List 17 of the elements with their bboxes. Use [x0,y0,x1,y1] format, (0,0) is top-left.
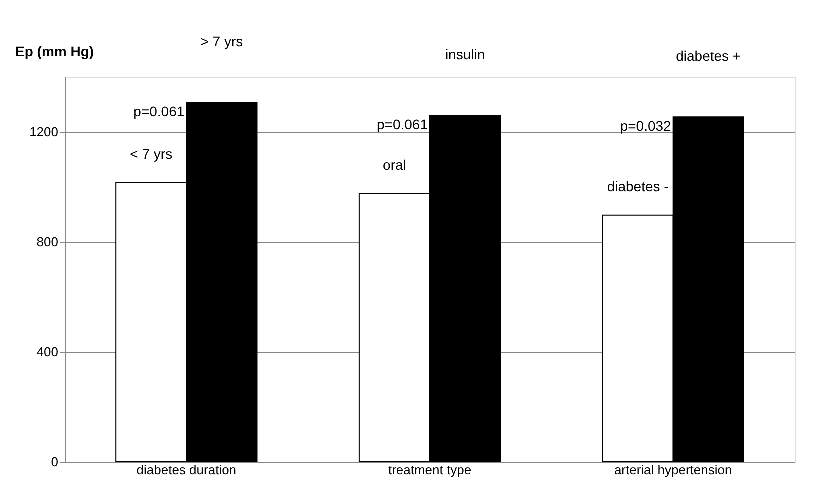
annotation: p=0.032 [620,118,672,134]
x-tick-label: treatment type [388,462,472,478]
y-tick-label: 800 [36,234,58,250]
annotation: p=0.061 [134,104,185,120]
y-axis-title: Ep (mm Hg) [16,44,94,60]
annotation: oral [383,156,406,173]
annotation: diabetes - [607,178,670,194]
x-tick-label: arterial hypertension [614,462,732,478]
text: insulin [445,46,486,62]
y-tick-label: 0 [51,454,58,470]
annotation: < 7 yrs [130,146,173,162]
annotation: p=0.061 [377,116,428,132]
y-tick-label: 400 [36,344,58,360]
y-tick-label: 1200 [30,124,58,140]
x-tick-label: diabetes duration [136,462,237,478]
text: > 7 yrs [200,34,244,50]
text: diabetes + [676,48,742,64]
